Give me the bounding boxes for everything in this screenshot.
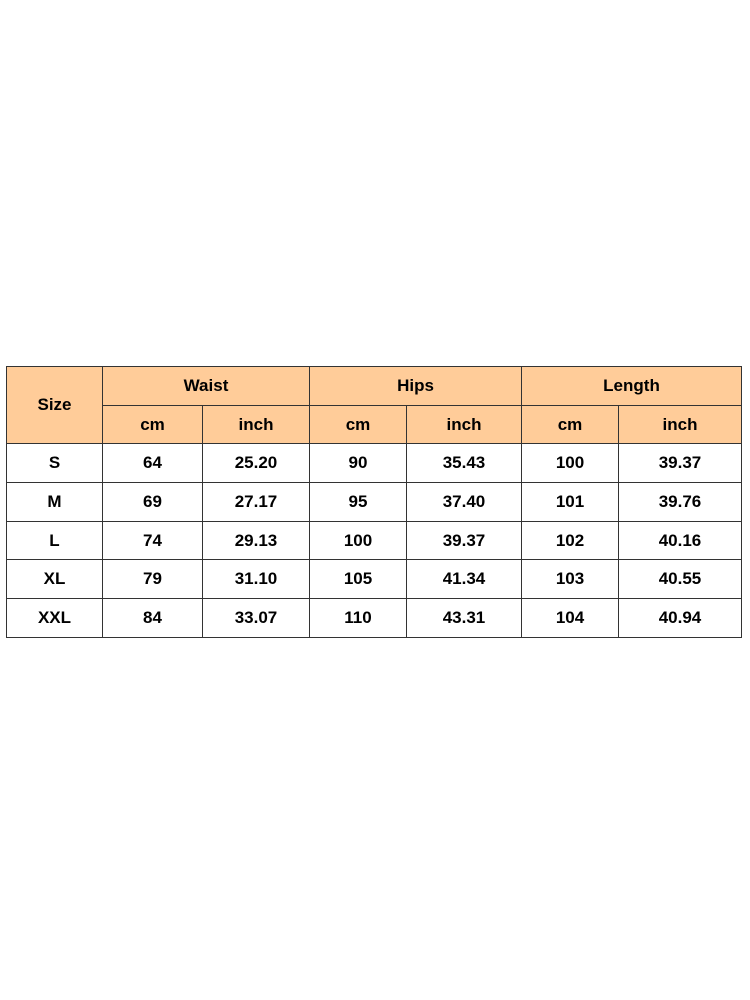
unit-header: inch bbox=[202, 404, 310, 445]
unit-header: cm bbox=[521, 404, 619, 445]
value-cell: 39.37 bbox=[618, 443, 742, 484]
table-row: S 64 25.20 90 35.43 100 39.37 bbox=[6, 443, 742, 484]
value-cell: 37.40 bbox=[406, 482, 522, 522]
table-row: XXL 84 33.07 110 43.31 104 40.94 bbox=[6, 598, 742, 638]
unit-header: inch bbox=[406, 404, 522, 445]
size-cell: XL bbox=[6, 559, 103, 600]
value-cell: 40.16 bbox=[618, 520, 742, 561]
value-cell: 29.13 bbox=[202, 520, 310, 561]
value-cell: 39.76 bbox=[618, 482, 742, 522]
size-cell: S bbox=[6, 443, 103, 484]
value-cell: 25.20 bbox=[202, 443, 310, 484]
value-cell: 43.31 bbox=[406, 598, 522, 638]
header-row-units: cm inch cm inch cm inch bbox=[7, 404, 742, 445]
value-cell: 102 bbox=[521, 520, 619, 561]
unit-header: cm bbox=[102, 404, 203, 445]
value-cell: 41.34 bbox=[406, 559, 522, 600]
size-chart-table: Size Waist Hips Length cm inch cm inch cm inc… bbox=[6, 365, 742, 638]
length-header: Length bbox=[521, 366, 742, 406]
unit-header: inch bbox=[618, 404, 742, 445]
size-cell: XXL bbox=[6, 598, 103, 638]
value-cell: 100 bbox=[309, 520, 407, 561]
value-cell: 79 bbox=[102, 559, 203, 600]
value-cell: 35.43 bbox=[406, 443, 522, 484]
value-cell: 84 bbox=[102, 598, 203, 638]
value-cell: 104 bbox=[521, 598, 619, 638]
value-cell: 74 bbox=[102, 520, 203, 561]
unit-header: cm bbox=[309, 404, 407, 445]
value-cell: 27.17 bbox=[202, 482, 310, 522]
value-cell: 101 bbox=[521, 482, 619, 522]
value-cell: 64 bbox=[102, 443, 203, 484]
hips-header: Hips bbox=[309, 366, 522, 406]
header-row-groups: Size Waist Hips Length bbox=[6, 365, 742, 445]
value-cell: 103 bbox=[521, 559, 619, 600]
value-cell: 33.07 bbox=[202, 598, 310, 638]
size-cell: M bbox=[6, 482, 103, 522]
value-cell: 90 bbox=[309, 443, 407, 484]
size-header: Size bbox=[6, 365, 103, 445]
value-cell: 31.10 bbox=[202, 559, 310, 600]
value-cell: 40.94 bbox=[618, 598, 742, 638]
value-cell: 100 bbox=[521, 443, 619, 484]
table-row: M 69 27.17 95 37.40 101 39.76 bbox=[6, 482, 742, 522]
value-cell: 110 bbox=[309, 598, 407, 638]
value-cell: 69 bbox=[102, 482, 203, 522]
table-row: L 74 29.13 100 39.37 102 40.16 bbox=[6, 520, 742, 561]
waist-header: Waist bbox=[102, 366, 310, 406]
table-row: XL 79 31.10 105 41.34 103 40.55 bbox=[6, 559, 742, 600]
value-cell: 39.37 bbox=[406, 520, 522, 561]
value-cell: 40.55 bbox=[618, 559, 742, 600]
value-cell: 95 bbox=[309, 482, 407, 522]
size-cell: L bbox=[6, 520, 103, 561]
value-cell: 105 bbox=[309, 559, 407, 600]
